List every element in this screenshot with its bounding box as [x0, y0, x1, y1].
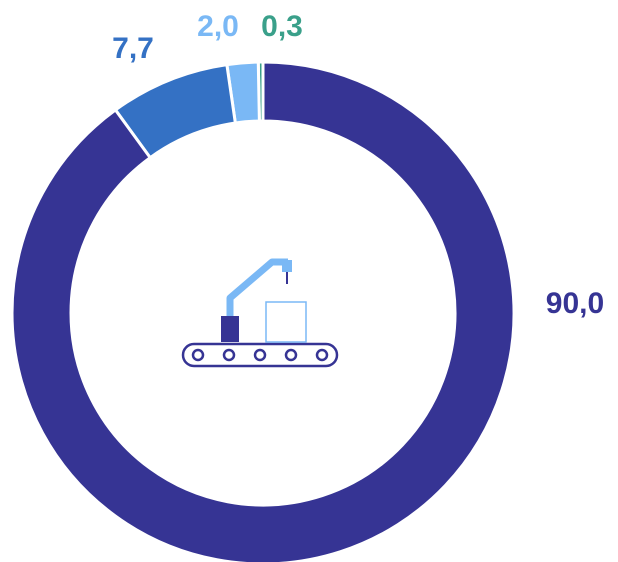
donut-segment	[10, 60, 516, 562]
data-label: 90,0	[546, 287, 604, 320]
data-label: 0,3	[261, 10, 303, 43]
conveyor-icon	[181, 258, 339, 368]
donut-segment	[113, 62, 238, 160]
donut-segment	[225, 60, 261, 125]
data-label: 7,7	[112, 32, 154, 65]
data-label: 2,0	[197, 10, 239, 43]
